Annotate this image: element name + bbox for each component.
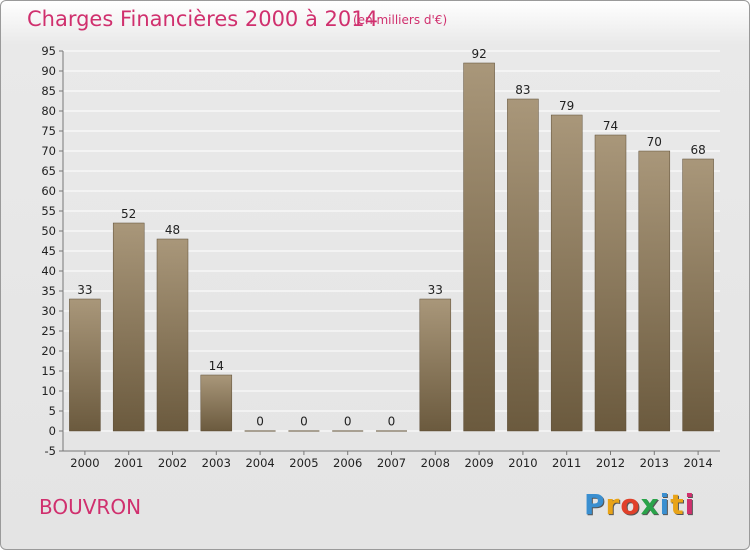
data-label-2007: 0 [388,415,396,429]
y-tick-label: 75 [41,124,56,138]
bar-2000 [69,298,101,432]
y-tick-label: 90 [41,64,56,78]
chart-subtitle: (en milliers d'€) [353,13,448,27]
data-label-2013: 70 [647,135,662,149]
y-tick-label: 60 [41,184,56,198]
bar-2011 [550,114,583,432]
x-tick-label-2006: 2006 [333,456,362,470]
axes: -5 0 5 10 15 20 25 30 35 40 45 50 55 60 65 70 75 80 85 90 95… [41,44,720,470]
commune-name: BOUVRON [39,495,142,519]
data-label-2000: 33 [77,283,92,297]
y-tick-label: 25 [41,324,56,338]
x-tick-label-2004: 2004 [245,456,274,470]
y-tick-label: 55 [41,204,56,218]
y-tick-label: 0 [49,424,56,438]
data-label-2006: 0 [344,415,352,429]
x-tick-label-2000: 2000 [70,456,99,470]
y-tick-label: 5 [49,404,56,418]
bar-2008 [419,298,452,432]
data-label-2008: 33 [428,283,443,297]
data-label-2001: 52 [121,207,136,221]
data-label-2014: 68 [690,143,705,157]
bar-2005 [288,430,320,432]
y-tick-label: 95 [41,44,56,58]
data-label-2010: 83 [515,83,530,97]
x-tick-label-2012: 2012 [596,456,625,470]
bar-2001 [112,222,145,432]
y-tick-label: 80 [41,104,56,118]
data-label-2009: 92 [471,47,486,61]
x-tick-label-2009: 2009 [464,456,493,470]
y-tick-label: 10 [41,384,56,398]
y-tick-label: 30 [41,304,56,318]
x-tick-label-2005: 2005 [289,456,318,470]
x-tick-label-2003: 2003 [202,456,231,470]
data-label-2004: 0 [256,415,264,429]
bar-2002 [156,238,189,432]
x-tick-label-2002: 2002 [158,456,187,470]
y-tick-label: 70 [41,144,56,158]
bar-2012 [594,134,627,432]
data-labels: 33 52 48 14 0 0 0 0 33 92 83 79 74 70 68 [77,47,705,429]
x-tick-label-2011: 2011 [552,456,581,470]
x-tick-label-2008: 2008 [421,456,450,470]
bar-2003 [200,374,233,432]
proxiti-logo[interactable]: Proxiti [584,488,696,521]
bar-2004 [244,430,276,432]
x-tick-label-2013: 2013 [640,456,669,470]
data-label-2005: 0 [300,415,308,429]
y-tick-label: 45 [41,244,56,258]
y-tick-label: 35 [41,284,56,298]
bar-2006 [332,430,364,432]
data-label-2012: 74 [603,119,618,133]
bar-2014 [682,158,714,432]
bar-2013 [638,150,671,432]
bar-2010 [507,98,539,432]
x-tick-label-2010: 2010 [508,456,537,470]
y-tick-label: 65 [41,164,56,178]
y-tick-label: 50 [41,224,56,238]
x-tick-label-2007: 2007 [377,456,406,470]
bars [69,62,714,432]
y-tick-label: 40 [41,264,56,278]
data-label-2002: 48 [165,223,180,237]
y-tick-label: -5 [45,444,56,458]
y-tick-label: 20 [41,344,56,358]
y-tick-label: 85 [41,84,56,98]
bar-2007 [376,430,407,432]
x-tick-label-2014: 2014 [683,456,712,470]
data-label-2011: 79 [559,99,574,113]
chart-title: Charges Financières 2000 à 2014 [27,7,378,31]
y-tick-label: 15 [41,364,56,378]
bar-2009 [463,62,495,432]
data-label-2003: 14 [209,359,224,373]
x-tick-label-2001: 2001 [114,456,143,470]
